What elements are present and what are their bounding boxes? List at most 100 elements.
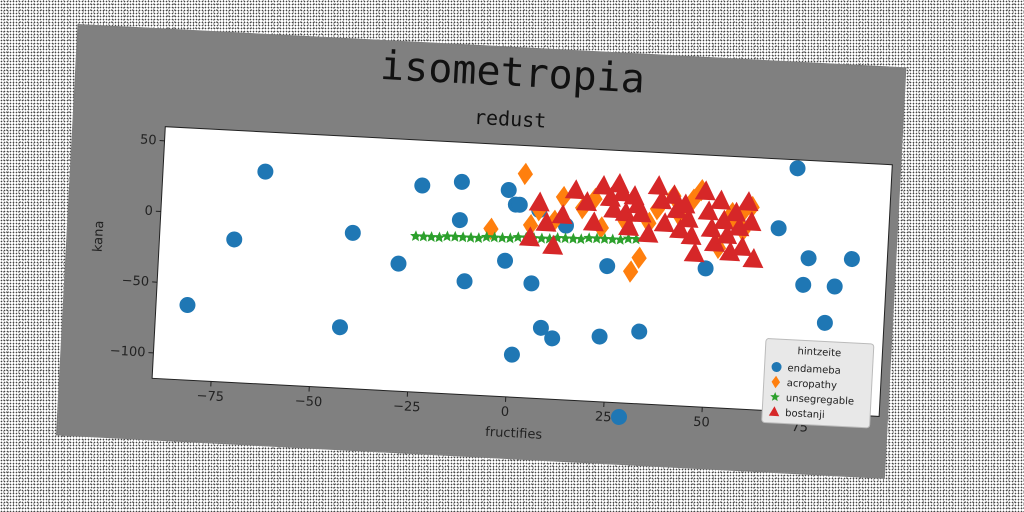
series-endameba <box>179 160 860 425</box>
bostanji-point <box>674 193 696 214</box>
legend-marker-acropathy <box>771 375 781 389</box>
unsegregable-point <box>410 230 422 242</box>
unsegregable-point <box>441 230 454 242</box>
bostanji-point <box>650 189 672 210</box>
bostanji-point <box>535 211 557 232</box>
x-tick-label: −25 <box>393 399 421 415</box>
bostanji-point <box>725 201 747 222</box>
endameba-point <box>179 297 196 314</box>
bostanji-point <box>697 200 719 221</box>
legend-marker-bostanji <box>768 406 780 417</box>
bostanji-point <box>719 241 741 262</box>
endameba-point <box>544 330 561 347</box>
endameba-point <box>456 273 473 290</box>
bostanji-point <box>564 179 586 200</box>
unsegregable-point <box>417 230 430 242</box>
endameba-point <box>816 314 833 331</box>
endameba-point <box>631 323 648 340</box>
endameba-point <box>390 255 407 272</box>
bostanji-point <box>663 184 685 205</box>
endameba-point <box>523 275 540 292</box>
endameba-point <box>795 276 812 293</box>
y-axis-label: kana <box>91 220 108 252</box>
bostanji-point <box>680 224 702 246</box>
unsegregable-point <box>449 230 461 242</box>
bostanji-point <box>582 211 604 232</box>
unsegregable-point <box>465 231 477 243</box>
unsegregable-point <box>504 232 516 244</box>
acropathy-point <box>631 246 647 270</box>
unsegregable-point <box>433 231 446 243</box>
acropathy-point <box>622 260 639 283</box>
unsegregable-point <box>606 233 619 245</box>
endameba-point <box>591 328 608 345</box>
endameba-point <box>500 182 517 199</box>
endameba-point <box>532 319 549 336</box>
acropathy-point <box>555 185 572 209</box>
unsegregable-point <box>591 232 603 244</box>
bostanji-point <box>614 201 636 222</box>
unsegregable-point <box>575 233 587 245</box>
endameba-point <box>503 346 520 363</box>
endameba-point <box>770 220 787 237</box>
unsegregable-point <box>622 232 635 244</box>
unsegregable-point <box>480 231 493 243</box>
x-tick-label: −75 <box>196 389 224 405</box>
legend-title: hintzeite <box>797 346 841 359</box>
bostanji-point <box>712 209 734 230</box>
bostanji-point <box>647 175 669 196</box>
bostanji-point <box>542 234 564 255</box>
bostanji-point <box>703 231 725 252</box>
legend-marker-unsegregable <box>770 391 780 402</box>
bostanji-point <box>637 222 659 243</box>
unsegregable-point <box>536 232 548 244</box>
endameba-point <box>800 250 817 267</box>
unsegregable-point <box>496 231 509 243</box>
bostanji-point <box>700 217 722 238</box>
unsegregable-point <box>567 232 579 244</box>
unsegregable-point <box>512 231 524 243</box>
legend-label-endameba: endameba <box>787 363 841 377</box>
bostanji-point <box>575 191 597 212</box>
bostanji-point <box>716 224 738 245</box>
acropathy-point <box>517 162 534 186</box>
endameba-point <box>826 278 843 295</box>
legend: hintzeite endamebaacropathyunsegregableb… <box>761 338 875 429</box>
bostanji-point <box>518 226 540 247</box>
chart-subtitle: redust <box>473 105 546 133</box>
legend-label-acropathy: acropathy <box>786 378 837 392</box>
bostanji-point <box>618 215 640 237</box>
x-tick-label: 50 <box>693 415 710 431</box>
unsegregable-point <box>599 233 611 245</box>
x-tick-label: 0 <box>500 405 509 420</box>
unsegregable-point <box>457 231 469 243</box>
bostanji-point <box>694 180 716 201</box>
endameba-point <box>843 251 860 268</box>
endameba-point <box>344 224 361 241</box>
unsegregable-point <box>559 232 572 244</box>
y-tick-label: −50 <box>121 273 149 289</box>
bostanji-point <box>592 175 614 196</box>
x-axis-label: fructifies <box>485 425 543 443</box>
endameba-point <box>257 163 274 180</box>
bostanji-point <box>669 218 691 239</box>
x-tick-label: 25 <box>595 410 612 426</box>
endameba-point <box>226 231 243 248</box>
endameba-point <box>331 319 348 336</box>
unsegregable-point <box>472 232 485 244</box>
unsegregable-point <box>614 233 627 245</box>
bostanji-point <box>677 207 699 228</box>
acropathy-point <box>522 213 539 237</box>
unsegregable-point <box>488 231 501 243</box>
legend-box <box>761 338 875 429</box>
data-marks <box>179 160 860 425</box>
unsegregable-point <box>583 232 595 244</box>
bostanji-point <box>551 204 573 225</box>
endameba-point <box>453 173 470 190</box>
endameba-point <box>611 408 628 425</box>
bostanji-point <box>611 181 633 202</box>
y-tick-label: 0 <box>144 204 153 219</box>
